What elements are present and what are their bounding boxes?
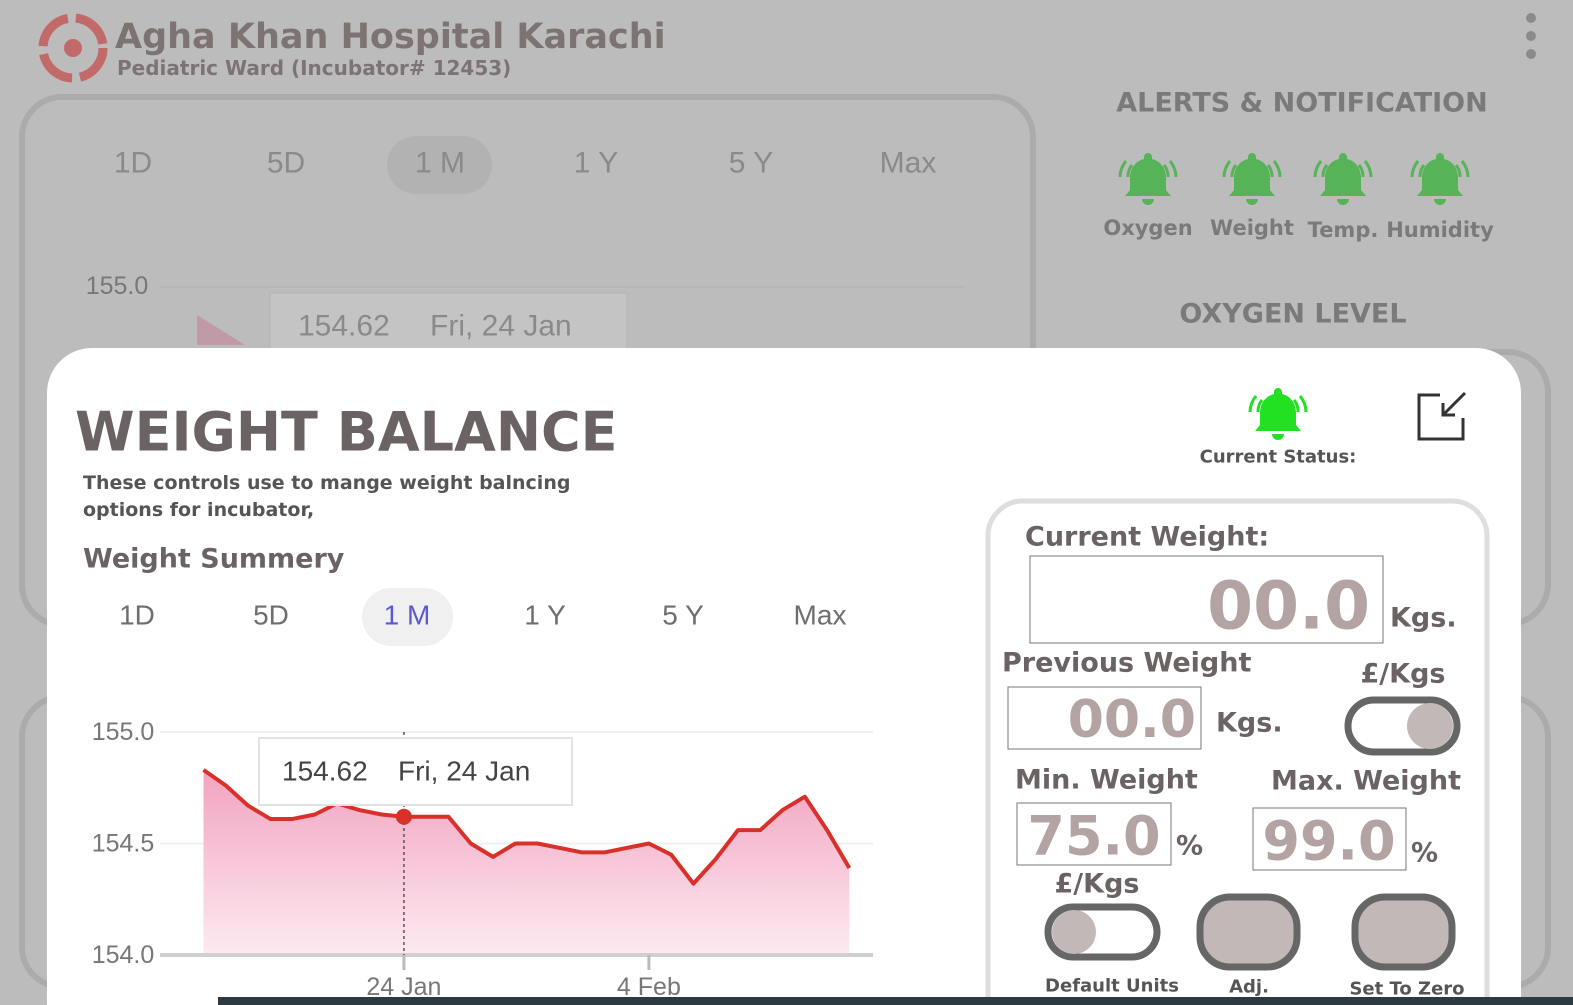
bg-range-active (387, 136, 492, 194)
toggle-knob (1407, 703, 1453, 749)
bg-tooltip-date: Fri, 24 Jan (430, 310, 572, 343)
current-weight-input[interactable] (1029, 555, 1384, 644)
alert-bell (1118, 151, 1178, 207)
minimize-button[interactable] (1417, 391, 1467, 441)
tooltip-date: Fri, 24 Jan (398, 756, 530, 787)
ward-subtitle: Pediatric Ward (Incubator# 12453) (117, 56, 511, 80)
unit: % (1176, 831, 1203, 862)
zero-button[interactable] (1351, 893, 1456, 971)
max-weight-input[interactable] (1252, 807, 1407, 871)
area (203, 769, 850, 955)
button-label: Default Units (1045, 976, 1179, 997)
line (202, 768, 852, 886)
hospital-title: Agha Khan Hospital Karachi (115, 17, 666, 57)
current-weight-label: Current Weight: (1025, 522, 1269, 553)
toggle-label: £/Kgs (1361, 659, 1446, 690)
button-label: Adj. (1229, 977, 1269, 998)
logo (38, 13, 108, 83)
min-weight-input[interactable] (1016, 802, 1172, 866)
bg-tooltip-value: 154.62 (298, 310, 390, 343)
alert-label: Humidity (1386, 218, 1494, 242)
oxygen-title: OXYGEN LEVEL (1179, 299, 1406, 330)
range-button[interactable]: 5 Y (662, 600, 704, 631)
current-weight-value: 00.0 (1207, 568, 1370, 645)
button-label: Set To Zero (1349, 979, 1464, 1000)
range-active (362, 588, 453, 646)
bg-y-tick-label: 155.0 (86, 272, 149, 300)
alerts-title: ALERTS & NOTIFICATION (1116, 88, 1487, 119)
max-weight-label: Max. Weight (1271, 766, 1461, 797)
point (395, 808, 412, 825)
x-tick-label: 24 Jan (366, 973, 441, 1001)
range-button[interactable]: 1D (119, 600, 155, 631)
bg-range-button: 1 M (415, 147, 465, 180)
adj-button[interactable] (1196, 893, 1301, 971)
description-line: options for incubator, (83, 499, 314, 521)
previous-weight-input[interactable] (1007, 686, 1202, 750)
bg-range-button: 1 Y (574, 147, 619, 180)
summary-title: Weight Summery (83, 544, 345, 575)
alert-bell (1222, 151, 1282, 207)
bg-area (197, 315, 245, 345)
unit: Kgs. (1216, 708, 1283, 739)
range-button[interactable]: 1 Y (524, 600, 566, 631)
previous-weight-value: 00.0 (1068, 690, 1196, 750)
alert-bell (1410, 151, 1470, 207)
bg-range-button: 5D (267, 147, 305, 180)
range-button[interactable]: Max (794, 600, 847, 631)
alert-label: Weight (1210, 216, 1294, 240)
unit: % (1411, 838, 1438, 869)
x-tick-label: 4 Feb (617, 973, 681, 1001)
menu[interactable] (1526, 13, 1536, 59)
min-weight-label: Min. Weight (1015, 765, 1198, 796)
toggle-knob (1052, 910, 1096, 954)
taskbar (218, 997, 1573, 1005)
max-weight-value: 99.0 (1262, 810, 1395, 873)
status-label: Current Status: (1200, 447, 1357, 468)
description-line: These controls use to mange weight balnc… (83, 472, 570, 494)
unit: Kgs. (1390, 603, 1457, 634)
min-weight-value: 75.0 (1027, 805, 1160, 868)
controls-panel (985, 498, 1490, 1005)
bg-range-button: Max (880, 147, 937, 180)
previous-weight-label: Previous Weight (1002, 648, 1251, 679)
y-tick-label: 154.0 (92, 941, 155, 969)
range-button[interactable]: 5D (253, 600, 289, 631)
tooltip (258, 737, 573, 806)
modal-title: WEIGHT BALANCE (75, 401, 618, 464)
bg-range-button: 5 Y (729, 147, 774, 180)
bg-range-button: 1D (114, 147, 152, 180)
toggle-label: £/Kgs (1055, 869, 1140, 900)
alert-label: Oxygen (1103, 216, 1192, 240)
range-button[interactable]: 1 M (384, 600, 431, 631)
y-tick-label: 154.5 (92, 830, 155, 858)
tooltip-value: 154.62 (282, 756, 368, 787)
y-tick-label: 155.0 (92, 718, 155, 746)
alert-label: Temp. (1308, 218, 1379, 242)
alert-bell (1313, 151, 1373, 207)
